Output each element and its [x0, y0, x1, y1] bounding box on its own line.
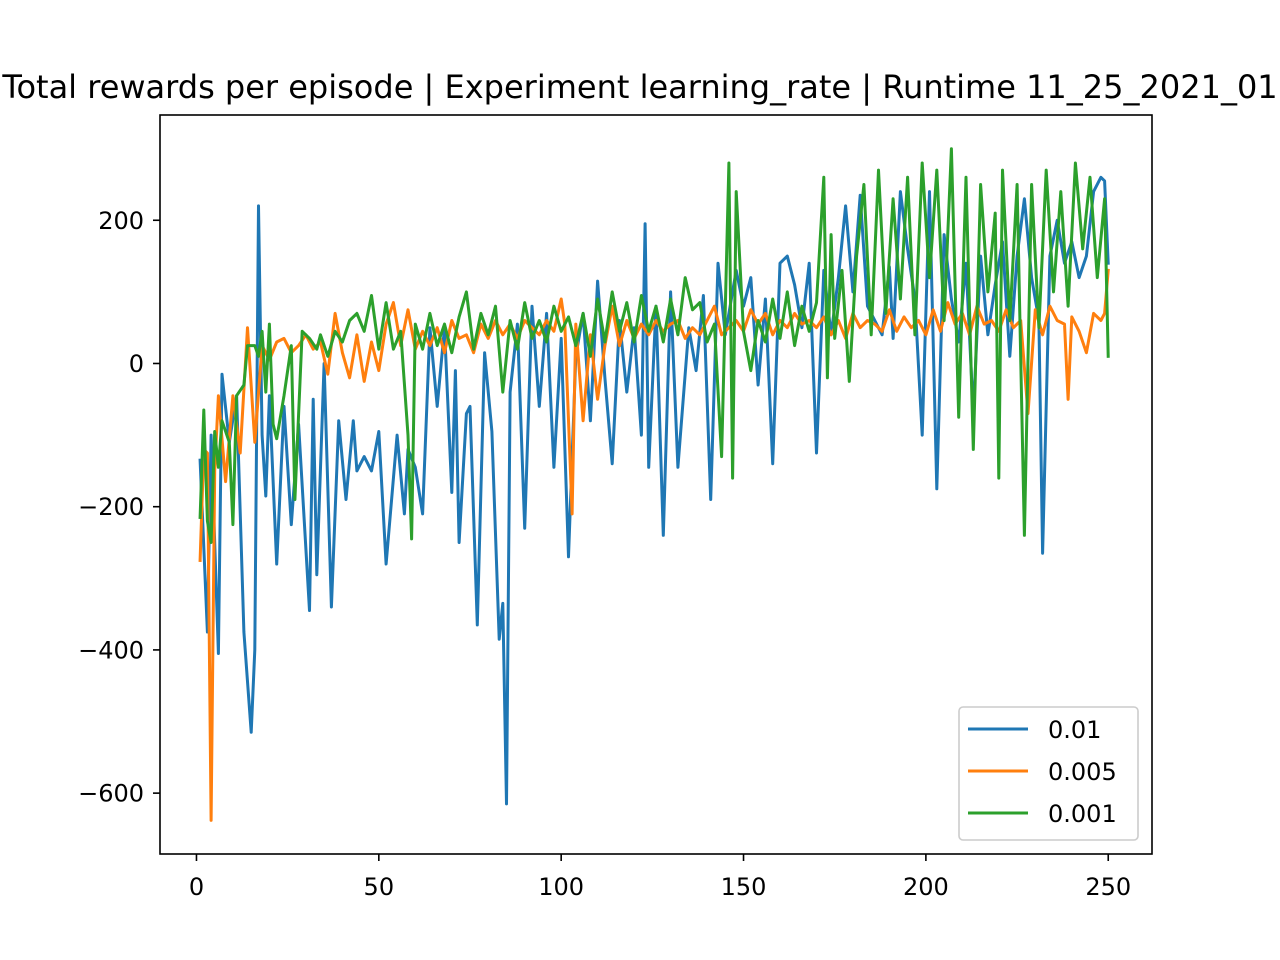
series-layer: [198, 147, 1110, 822]
legend-label: 0.005: [1048, 758, 1117, 786]
y-tick-label: 200: [98, 207, 144, 235]
x-tick-label: 100: [538, 873, 584, 901]
y-tick-label: −200: [78, 493, 144, 521]
legend: 0.01 0.005 0.001: [958, 706, 1139, 841]
legend-label: 0.01: [1048, 716, 1101, 744]
axes-frame: [159, 114, 1153, 855]
x-tick-label: 150: [721, 873, 767, 901]
axes-layer: 0 50 100 150 200 250 −600 −400 −200 0 200: [78, 114, 1153, 901]
x-tick-label: 50: [364, 873, 395, 901]
legend-label: 0.001: [1048, 800, 1117, 828]
x-tick-label: 0: [189, 873, 204, 901]
x-tick-label: 250: [1085, 873, 1131, 901]
y-tick-label: 0: [129, 350, 144, 378]
y-tick-label: −600: [78, 780, 144, 808]
legend-box: [958, 706, 1139, 841]
chart-title: Total rewards per episode | Experiment l…: [1, 68, 1277, 106]
x-tick-label: 200: [903, 873, 949, 901]
series-line-0-001: [198, 147, 1110, 544]
y-tick-label: −400: [78, 636, 144, 664]
